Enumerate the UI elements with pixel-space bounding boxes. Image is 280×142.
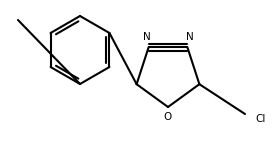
Text: N: N	[143, 32, 150, 42]
Text: O: O	[164, 112, 172, 122]
Text: Cl: Cl	[255, 114, 265, 124]
Text: N: N	[186, 32, 193, 42]
